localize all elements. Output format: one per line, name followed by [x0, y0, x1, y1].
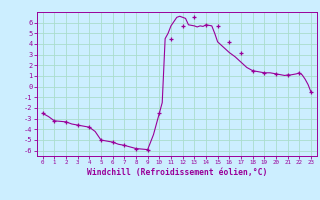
- X-axis label: Windchill (Refroidissement éolien,°C): Windchill (Refroidissement éolien,°C): [87, 168, 267, 177]
